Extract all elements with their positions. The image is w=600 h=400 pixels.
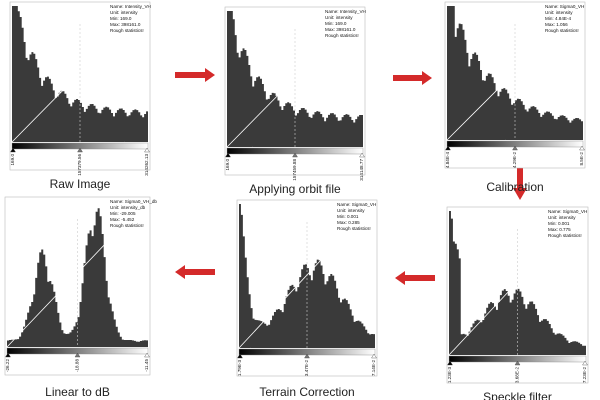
caption: Applying orbit file [249, 182, 341, 196]
axis-label: 314148.77 [359, 159, 364, 181]
info-line: Rough statistics! [337, 226, 371, 231]
axis-label: 169.0 [10, 154, 15, 166]
info-line: Max: 0.285 [337, 220, 360, 225]
info-line: Unit: intensity_db [110, 205, 146, 210]
axis-label: 1.79E-3 [237, 360, 242, 377]
axis-label: 157379.56 [77, 154, 82, 176]
axis-label: 7.14E-2 [371, 360, 376, 377]
arrow [175, 265, 215, 279]
info-line: Name: Sigma0_VH [545, 4, 584, 9]
slider-marker [5, 352, 11, 358]
info-line: Name: Sigma0_VH_db [110, 199, 157, 204]
info-line: Max: 1.056 [545, 22, 568, 27]
info-line: Unit: intensity [110, 10, 138, 15]
axis-label: 7.23E-2 [582, 367, 587, 384]
axis-label: 3.47E-2 [304, 360, 309, 377]
slider-marker [445, 145, 451, 151]
caption: Terrain Correction [259, 385, 354, 399]
axis-label: 157459.88 [292, 159, 297, 181]
slider-marker [10, 147, 16, 153]
arrow [393, 71, 432, 85]
histogram-bars [7, 208, 148, 347]
info-line: Min: 0.001 [548, 221, 570, 226]
axis-label: -18.88 [75, 359, 80, 372]
slider-marker [359, 152, 365, 158]
slider-marker [292, 152, 298, 158]
axis-label: 3.68E-2 [515, 367, 520, 384]
slider-marker [144, 147, 150, 153]
axis-label: 4.84E-4 [445, 152, 450, 169]
slider-marker [144, 352, 150, 358]
slider-marker [77, 147, 83, 153]
slider-marker [582, 360, 588, 366]
info-line: Max: -5.452 [110, 217, 135, 222]
info-line: Rough statistics! [110, 28, 144, 33]
axis-label: 314262.13 [144, 154, 149, 176]
axis-label: 169.0 [225, 159, 230, 171]
slider-marker [304, 353, 310, 359]
info-line: Rough statistics! [548, 233, 582, 238]
arrow [175, 68, 215, 82]
axis-label: -26.22 [5, 359, 10, 372]
info-line: Min: -29.005 [110, 211, 136, 216]
slider-marker [74, 352, 81, 358]
info-line: Min: 4.84E-4 [545, 16, 571, 21]
arrow [395, 271, 435, 285]
info-line: Min: 0.001 [337, 214, 359, 219]
caption: Calibration [486, 180, 543, 194]
slider-marker [579, 145, 585, 151]
info-line: Name: Intensity_VH [325, 9, 366, 14]
caption: Raw Image [50, 177, 111, 191]
slider-marker [514, 360, 521, 366]
caption: Linear to dB [45, 385, 110, 399]
caption: Speckle filter [483, 390, 552, 400]
info-line: Name: Sigma0_VH [337, 202, 376, 207]
info-line: Rough statistics! [325, 33, 359, 38]
info-line: Max: 398161.0 [325, 27, 356, 32]
axis-label: 8.5E-2 [579, 152, 584, 166]
info-line: Min: 169.0 [110, 16, 132, 21]
arrow [513, 160, 527, 200]
info-line: Unit: intensity [548, 215, 576, 220]
axis-label: -11.45 [144, 359, 149, 372]
slider-marker [225, 152, 231, 158]
info-line: Unit: intensity [337, 208, 365, 213]
info-line: Unit: intensity [545, 10, 573, 15]
slider-marker [237, 353, 243, 359]
info-line: Name: Sigma0_VH [548, 209, 587, 214]
info-line: Min: 169.0 [325, 21, 347, 26]
axis-label: 4.29E-2 [512, 152, 517, 169]
arrows [175, 68, 527, 285]
slider-marker [512, 145, 518, 151]
slider-marker [371, 353, 377, 359]
info-line: Max: 398161.0 [110, 22, 141, 27]
info-line: Max: 0.775 [548, 227, 571, 232]
info-line: Rough statistics! [110, 223, 144, 228]
info-line: Rough statistics! [545, 28, 579, 33]
info-line: Unit: intensity [325, 15, 353, 20]
info-line: Name: Intensity_VH [110, 4, 151, 9]
slider-marker [447, 360, 453, 366]
axis-label: 1.23E-3 [447, 367, 452, 384]
